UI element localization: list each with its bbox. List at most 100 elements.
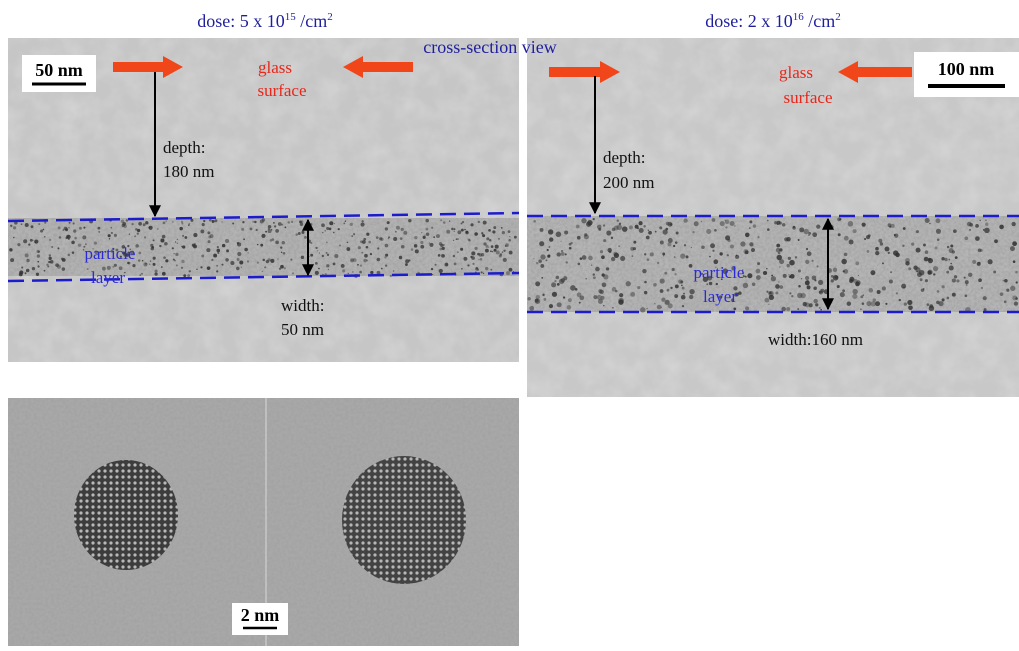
particle-dot [743,249,749,255]
particle-dot [659,240,664,245]
particle-dot [976,261,981,266]
particle-dot [590,264,593,266]
particle-dot [361,240,366,244]
particle-dot [898,298,902,302]
particle-dot [548,254,551,257]
particle-dot [630,291,636,297]
particle-dot [376,257,381,262]
particle-dot [726,254,729,257]
particle-dot [421,231,423,234]
particle-dot [363,237,367,241]
particle-dot [946,245,950,249]
particle-dot [255,228,258,232]
particle-dot [154,272,158,276]
particle-dot [456,251,459,254]
particle-dot [183,274,187,278]
particle-dot [94,250,99,255]
particle-dot [841,258,847,265]
particle-dot [630,246,635,251]
particle-dot [797,269,801,273]
particle-dot [141,272,143,275]
particle-dot [916,272,922,278]
particle-dot [452,254,456,258]
particle-dot [612,307,614,309]
particle-dot [488,239,492,242]
particle-dot [180,220,183,223]
particle-dot [813,298,818,304]
particle-dot [702,276,709,283]
particle-dot [472,262,475,265]
particle-dot [112,265,115,268]
particle-dot [206,248,211,253]
particle-dot [280,246,283,249]
particle-dot [131,222,134,226]
particle-dot [340,263,345,268]
particle-dot [148,225,153,230]
particle-dot [789,273,795,279]
particle-dot [275,240,279,245]
particle-dot [113,263,117,267]
particle-dot [540,264,545,268]
particle-dot [17,243,21,247]
particle-dot [706,228,712,234]
particle-dot [10,224,13,227]
particle-dot [321,223,325,228]
particle-dot [932,265,939,272]
particle-dot [321,254,325,258]
particle-dot [120,219,125,224]
particle-dot [776,243,781,248]
particle-dot [174,241,177,243]
particle-dot [216,245,219,249]
particle-dot [480,271,483,274]
particle-dot [837,233,841,237]
particle-dot [1002,279,1005,282]
particle-dot [638,221,643,226]
particle-dot [670,286,673,290]
particle-dot [265,230,268,233]
particle-dot [44,221,47,224]
particle-dot [533,258,535,260]
particle-dot [695,271,698,273]
particle-dot [65,236,69,240]
particle-dot [788,274,790,276]
particle-dot [457,230,462,235]
particle-dot [460,247,464,251]
particle-dot [221,243,226,248]
particle-dot [556,282,560,286]
particle-dot [485,266,489,271]
particle-dot [999,292,1004,296]
particle-dot [613,252,620,259]
particle-dot [165,259,169,263]
particle-dot [237,251,242,257]
particle-dot [791,294,794,298]
particle-dot [128,233,131,235]
tem-image-right [527,38,1019,397]
particle-dot [119,255,122,258]
particle-dot [505,271,510,276]
particle-dot [97,253,100,256]
particle-dot [68,238,70,240]
particle-dot [733,307,737,311]
particle-dot [425,218,429,223]
particle-dot [692,230,695,234]
particle-dot [816,224,821,229]
particle-dot [425,232,430,236]
particle-dot [264,266,267,269]
particle-dot [316,250,319,252]
particle-dot [267,227,270,231]
particle-dot [513,235,517,239]
particle-dot [631,255,634,257]
particle-dot [463,256,468,261]
particle-dot [236,266,240,271]
particle-dot [403,230,408,235]
particle-dot [644,253,647,256]
particle-dot [366,232,370,236]
particle-dot [509,235,511,238]
particle-dot [361,251,364,254]
particle-dot [38,223,41,226]
particle-dot [347,272,349,274]
particle-dot [490,250,492,253]
particle-dot [188,270,191,273]
particle-dot [775,284,780,289]
